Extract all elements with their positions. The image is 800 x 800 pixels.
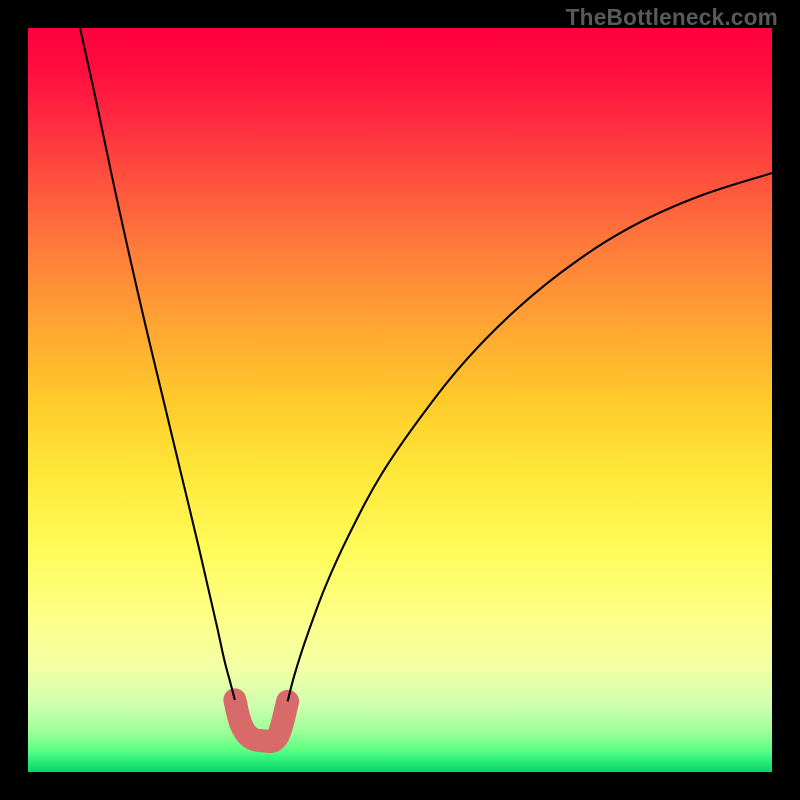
chart-container: TheBottleneck.com xyxy=(0,0,800,800)
plot-area xyxy=(28,28,772,772)
gradient-background xyxy=(28,28,772,772)
watermark: TheBottleneck.com xyxy=(566,4,778,31)
